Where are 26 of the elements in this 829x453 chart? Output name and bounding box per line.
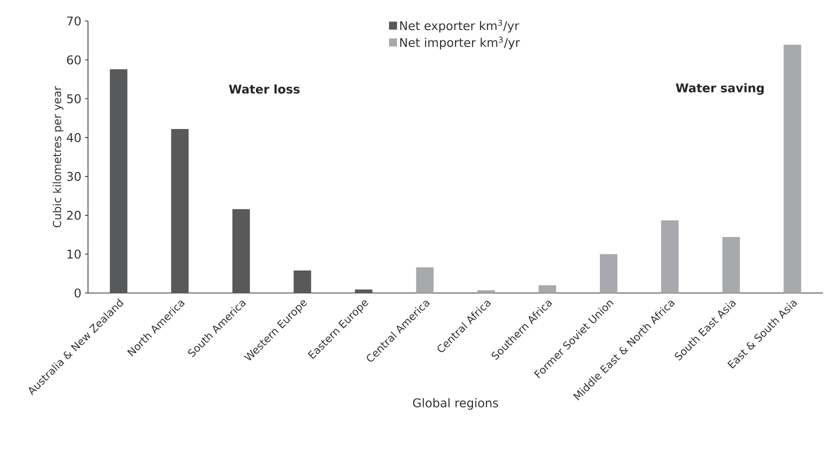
- bar: [354, 290, 372, 294]
- bar: [538, 285, 556, 294]
- bar: [294, 270, 312, 294]
- y-tick-label: 30: [67, 172, 81, 181]
- y-tick-label: 50: [67, 94, 81, 104]
- annotation: Water loss: [229, 84, 300, 94]
- y-tick-label: 40: [66, 133, 81, 142]
- y-axis-title: Cubic kilometres per year: [52, 86, 64, 228]
- bar: [416, 267, 434, 294]
- bar: [110, 69, 128, 294]
- bar: [232, 209, 250, 294]
- bar: [722, 237, 740, 294]
- x-axis-title: Global regions: [413, 398, 498, 410]
- y-tick-label: 60: [67, 55, 81, 64]
- legend-label: Net importer km$^{3}$/yr: [400, 36, 520, 50]
- legend-label: Net exporter km$^{3}$/yr: [400, 20, 520, 33]
- y-tick-label: 10: [68, 250, 81, 259]
- y-tick-label: 20: [67, 210, 81, 220]
- bar: [661, 220, 679, 294]
- bar: [600, 254, 618, 294]
- bar: [477, 290, 495, 294]
- bar: [171, 129, 189, 294]
- y-tick-label: 70: [67, 16, 81, 26]
- annotation: Water saving: [676, 83, 764, 95]
- y-tick-label: 0: [74, 288, 81, 298]
- bar: [784, 44, 802, 294]
